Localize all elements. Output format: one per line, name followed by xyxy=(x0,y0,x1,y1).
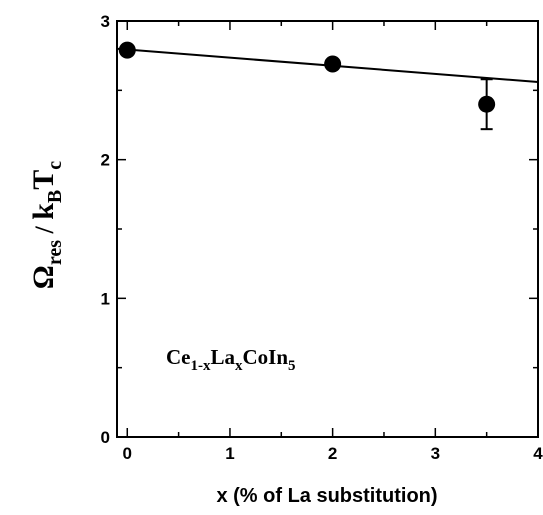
x-tick-label: 1 xyxy=(225,444,234,463)
data-point xyxy=(118,41,136,59)
y-tick-label: 3 xyxy=(101,12,110,31)
y-label-omega: Ω xyxy=(27,265,60,289)
y-label-T: T xyxy=(27,170,60,190)
compound-annotation: Ce1-xLaxCoIn5 xyxy=(166,345,296,374)
annotation-subscript: 1-x xyxy=(191,358,211,374)
annotation-text: CoIn xyxy=(243,345,289,369)
svg-text:Ωres / kBTc: Ωres / kBTc xyxy=(27,161,66,290)
data-point xyxy=(324,55,342,73)
data-point xyxy=(478,95,496,113)
plot-border xyxy=(116,20,539,438)
y-label-T-sub: c xyxy=(44,161,66,170)
y-tick-label: 2 xyxy=(101,151,110,170)
annotation-text: La xyxy=(211,345,236,369)
x-tick-label: 4 xyxy=(533,444,543,463)
y-label-k-sub: B xyxy=(44,190,66,203)
y-label-k: k xyxy=(27,203,60,220)
tick-labels: 0 1 2 3 4 0 1 2 3 xyxy=(101,12,543,463)
annotation-subscript: x xyxy=(235,358,243,374)
y-label-omega-sub: res xyxy=(44,240,66,265)
x-tick-label: 3 xyxy=(431,444,440,463)
y-label-slash: / xyxy=(30,220,59,240)
annotation-text: Ce xyxy=(166,345,191,369)
y-tick-label: 0 xyxy=(101,428,110,447)
data-points xyxy=(118,41,496,131)
ticks xyxy=(117,20,539,438)
x-tick-label: 2 xyxy=(328,444,337,463)
y-axis-label: Ωres / kBTc xyxy=(27,161,66,290)
x-axis-label: x (% of La substitution) xyxy=(216,485,437,507)
y-tick-label: 1 xyxy=(101,289,110,308)
x-tick-label: 0 xyxy=(123,444,132,463)
plot-frame xyxy=(116,20,539,438)
annotation-subscript: 5 xyxy=(288,358,296,374)
